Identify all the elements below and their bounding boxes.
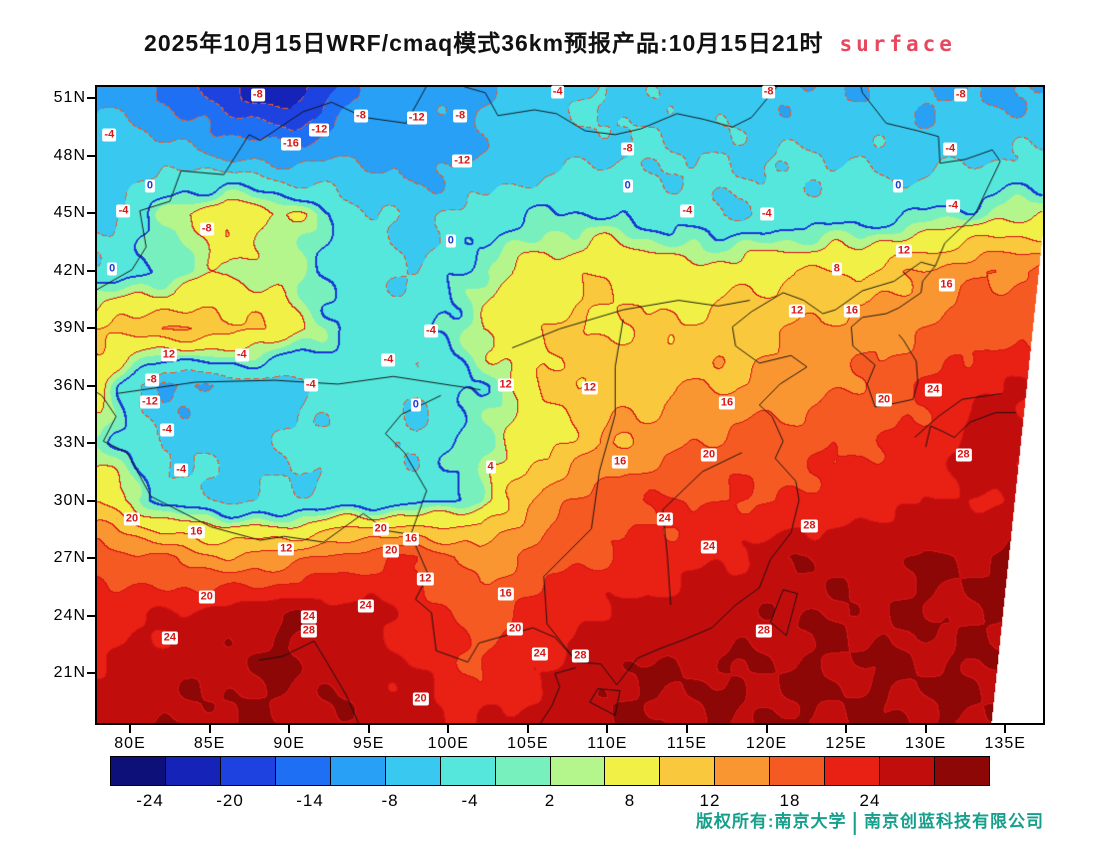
lat-tick-mark xyxy=(87,154,95,157)
lon-tick-label: 100E xyxy=(427,735,469,752)
lon-tick-mark xyxy=(765,725,768,733)
colorbar-label: -24 xyxy=(136,791,164,810)
title-text: 2025年10月15日WRF/cmaq模式36km预报产品:10月15日21时 xyxy=(144,30,824,56)
lat-tick-label: 51N xyxy=(53,89,86,107)
colorbar xyxy=(110,756,990,786)
lon-tick-mark xyxy=(367,725,370,733)
colorbar-cell xyxy=(549,757,605,785)
lon-tick-mark xyxy=(1004,725,1007,733)
lon-tick-label: 120E xyxy=(745,735,788,752)
lon-tick-label: 90E xyxy=(273,735,305,752)
colorbar-cell xyxy=(164,757,220,785)
lon-tick-mark xyxy=(845,725,848,733)
colorbar-cell xyxy=(274,757,330,785)
colorbar-cell xyxy=(439,757,495,785)
colorbar-cell xyxy=(604,757,660,785)
page-title: 2025年10月15日WRF/cmaq模式36km预报产品:10月15日21时 s… xyxy=(0,24,1100,58)
colorbar-label: 12 xyxy=(699,791,721,810)
lat-tick-label: 27N xyxy=(53,549,86,567)
lat-tick-mark xyxy=(87,212,95,215)
lon-tick-mark xyxy=(924,725,927,733)
lon-tick-mark xyxy=(526,725,529,733)
lon-tick-mark xyxy=(606,725,609,733)
lat-tick-mark xyxy=(87,97,95,100)
lon-tick-label: 130E xyxy=(904,735,947,752)
lon-tick-label: 80E xyxy=(114,735,146,752)
copyright-owner: 版权所有:南京大学 xyxy=(695,812,847,831)
copyright: 版权所有:南京大学 | 南京创蓝科技有限公司 xyxy=(696,807,1044,837)
lon-tick-label: 135E xyxy=(984,735,1026,752)
lon-tick-label: 95E xyxy=(352,735,385,752)
lat-tick-mark xyxy=(87,672,95,675)
map-frame: -8 -4 -8 -8 -4 -12 -8 -12 -8 -16 -8 -12 -4 0 -4 -8 0 0 -4-… xyxy=(95,85,1045,725)
copyright-divider: | xyxy=(851,808,859,836)
colorbar-cell xyxy=(384,757,440,785)
lat-tick-mark xyxy=(87,384,95,387)
colorbar-label: 2 xyxy=(544,791,556,810)
lon-tick-label: 105E xyxy=(507,735,549,752)
lat-tick-mark xyxy=(87,499,95,502)
colorbar-cell xyxy=(219,757,275,785)
temperature-field-canvas xyxy=(97,87,1043,723)
lat-tick-label: 48N xyxy=(53,146,86,164)
colorbar-label: 24 xyxy=(859,791,881,810)
lat-tick-label: 24N xyxy=(53,606,86,624)
colorbar-label: -20 xyxy=(216,791,244,810)
title-surface-tag: surface xyxy=(839,32,956,56)
colorbar-label: -8 xyxy=(381,791,399,810)
lon-tick-mark xyxy=(447,725,450,733)
colorbar-cell xyxy=(879,757,935,785)
colorbar-cell xyxy=(111,757,165,785)
lat-tick-label: 45N xyxy=(53,204,86,222)
colorbar-label: 18 xyxy=(779,791,801,810)
lat-tick-mark xyxy=(87,327,95,330)
colorbar-cell xyxy=(934,757,989,785)
lon-tick-label: 125E xyxy=(825,735,867,752)
lon-tick-label: 85E xyxy=(193,735,226,752)
colorbar-label: 8 xyxy=(624,791,636,810)
lat-tick-mark xyxy=(87,614,95,617)
colorbar-cell xyxy=(329,757,385,785)
lat-tick-mark xyxy=(87,557,95,560)
colorbar-cell xyxy=(494,757,550,785)
colorbar-cell xyxy=(769,757,825,785)
lat-tick-mark xyxy=(87,442,95,445)
colorbar-cell xyxy=(824,757,880,785)
lon-tick-mark xyxy=(288,725,291,733)
lat-tick-label: 30N xyxy=(53,491,86,509)
lat-tick-label: 39N xyxy=(53,319,86,337)
lon-tick-mark xyxy=(208,725,211,733)
lat-tick-label: 33N xyxy=(53,434,86,452)
colorbar-label: -14 xyxy=(296,791,324,810)
copyright-company: 南京创蓝科技有限公司 xyxy=(864,812,1044,831)
colorbar-cell xyxy=(714,757,770,785)
lon-tick-mark xyxy=(129,725,131,733)
lat-tick-mark xyxy=(87,269,95,272)
lon-tick-label: 110E xyxy=(587,735,628,752)
lon-tick-mark xyxy=(685,725,688,733)
lat-tick-label: 36N xyxy=(53,376,86,394)
lat-tick-label: 21N xyxy=(53,664,86,682)
colorbar-label: -4 xyxy=(461,791,479,810)
colorbar-cell xyxy=(659,757,715,785)
lat-tick-label: 42N xyxy=(53,261,86,279)
lon-tick-label: 115E xyxy=(666,735,708,752)
